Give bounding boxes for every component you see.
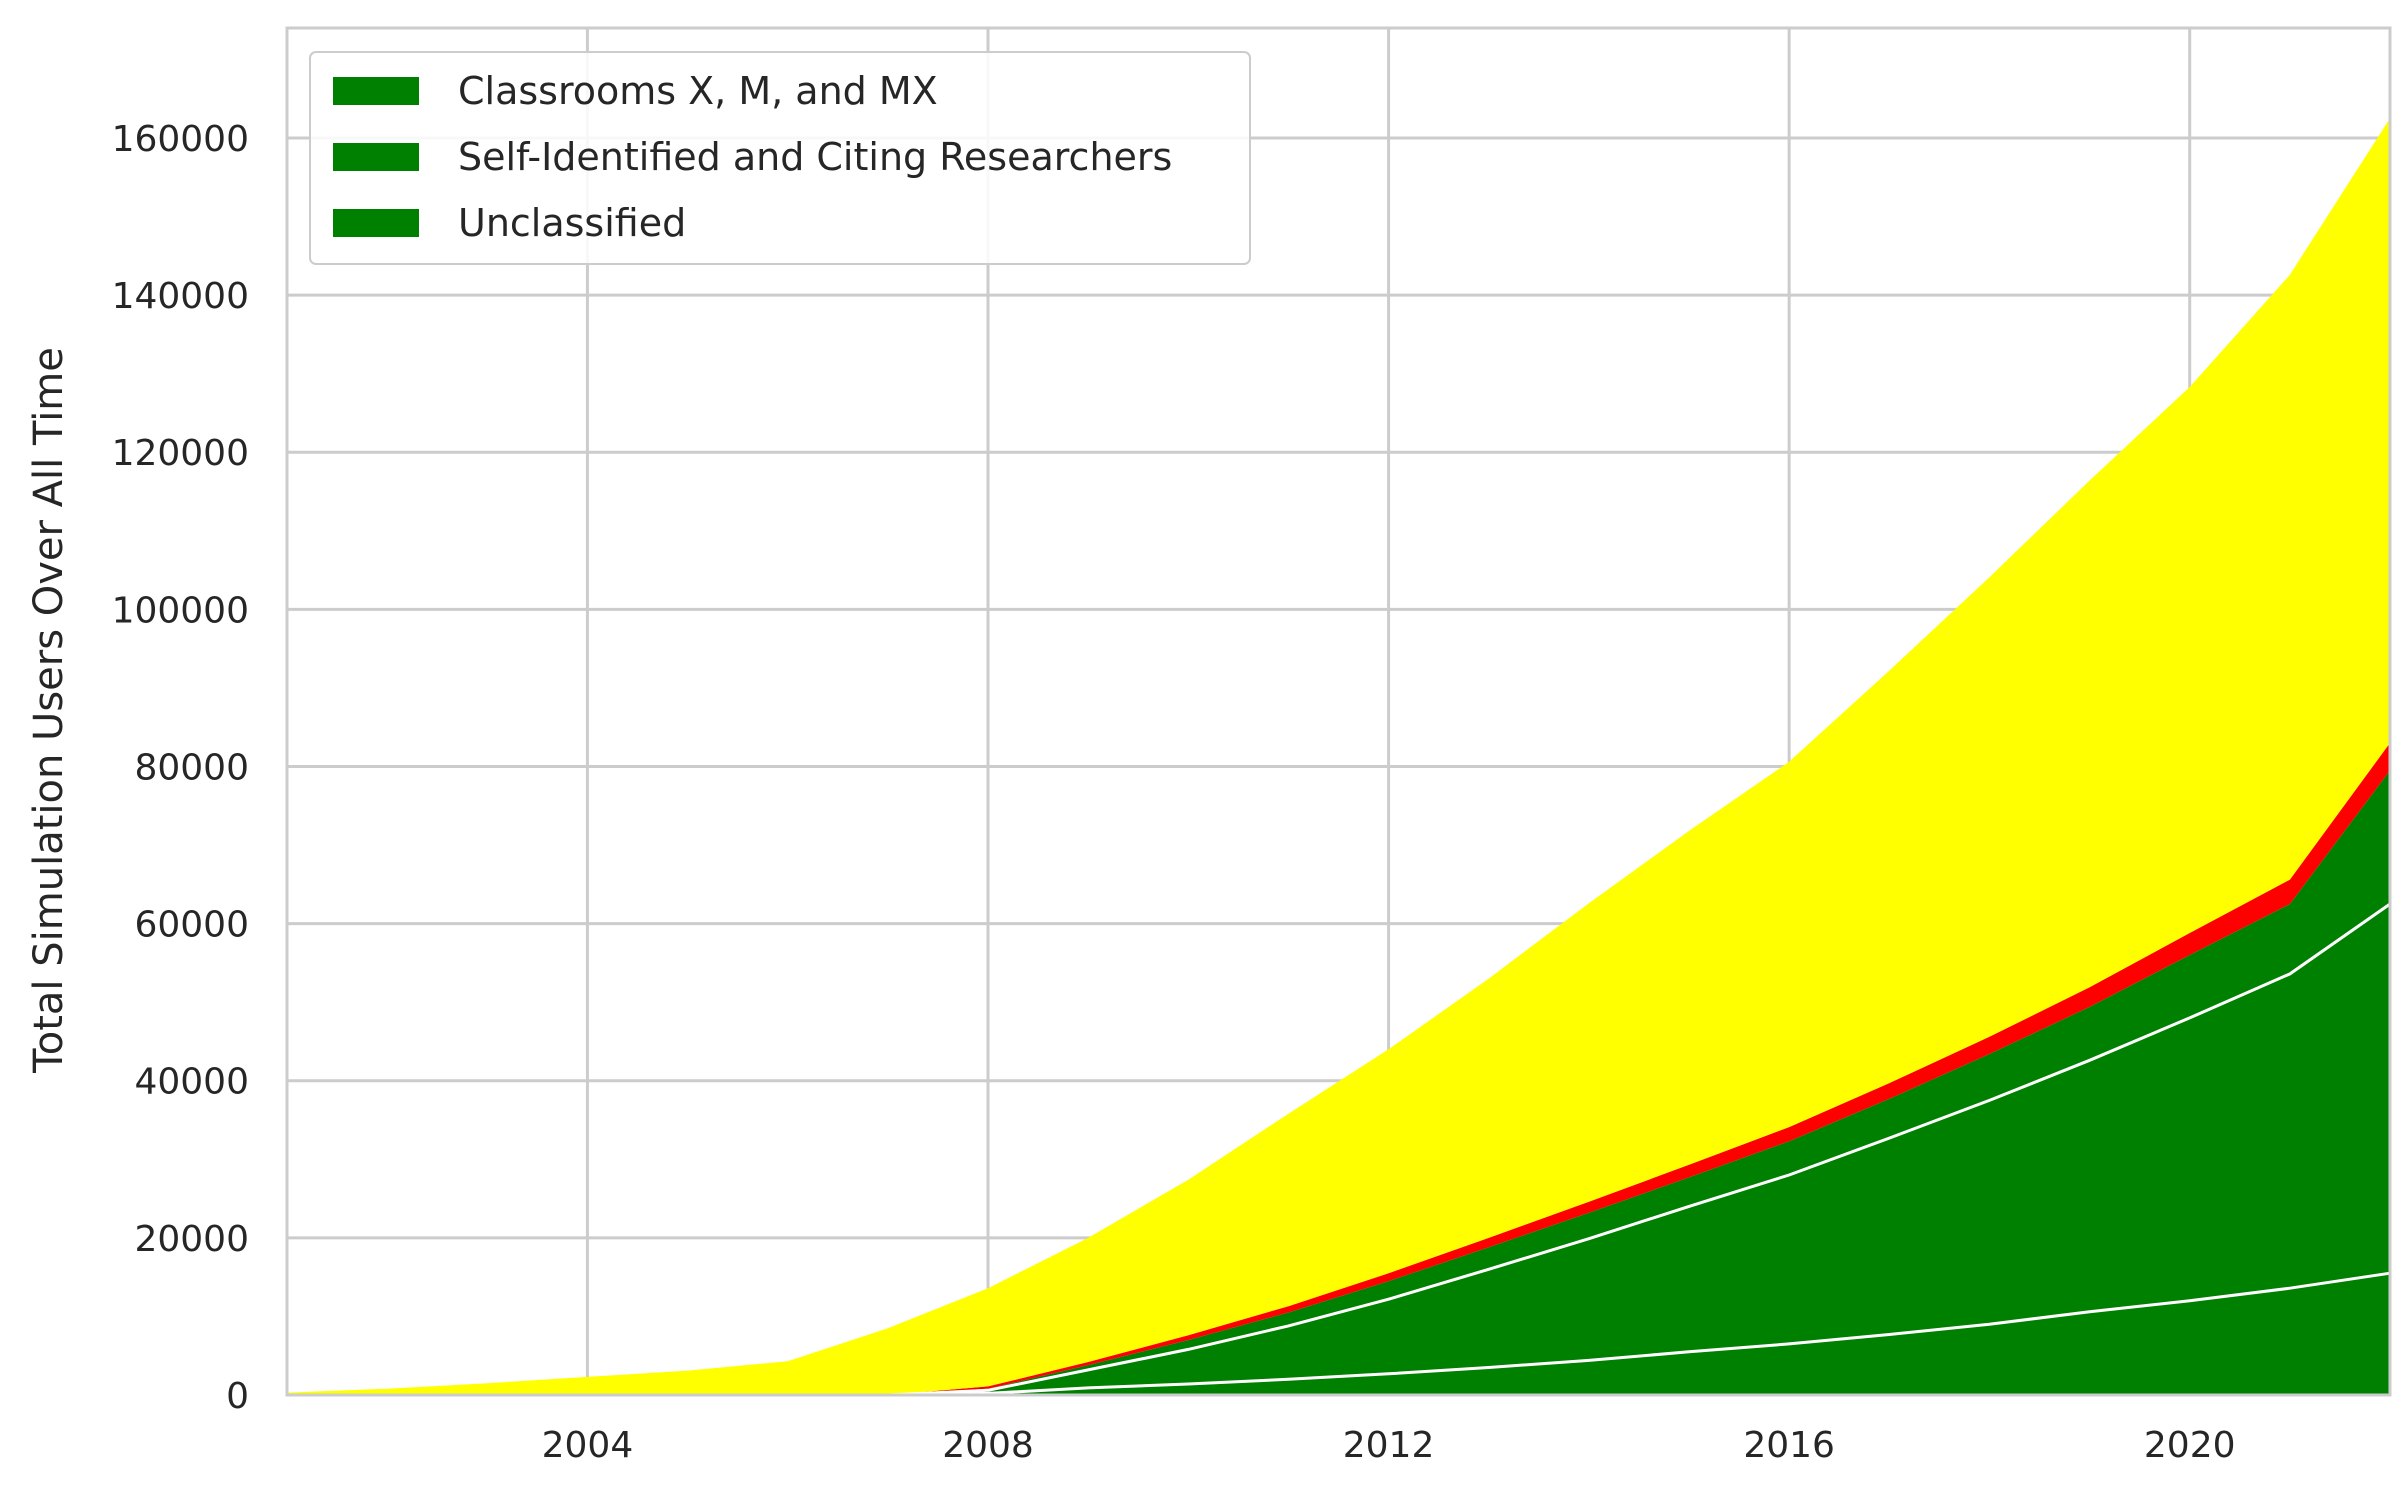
area-series-1 — [287, 904, 2390, 1395]
y-tick-label: 120000 — [112, 433, 249, 474]
x-tick-label: 2016 — [1743, 1425, 1835, 1466]
legend-swatch — [333, 209, 419, 237]
y-tick-label: 100000 — [112, 590, 249, 631]
x-tick-label: 2020 — [2144, 1425, 2236, 1466]
legend-swatch — [333, 143, 419, 171]
legend-label: Unclassified — [458, 201, 686, 245]
x-tick-label: 2012 — [1343, 1425, 1435, 1466]
legend-label: Classrooms X, M, and MX — [458, 69, 938, 113]
y-tick-label: 80000 — [134, 747, 249, 788]
x-axis-ticks: 2004 2008 2012 2016 2020 — [542, 1425, 2236, 1466]
y-tick-label: 140000 — [112, 276, 249, 317]
y-tick-label: 0 — [226, 1376, 249, 1417]
legend-swatch — [333, 77, 419, 105]
legend-box — [309, 51, 1251, 265]
area-series-0 — [287, 1273, 2390, 1395]
y-tick-label: 40000 — [134, 1062, 249, 1103]
stacked-areas — [287, 118, 2390, 1395]
y-axis-ticks: 0 20000 40000 60000 80000 100000 120000 140000 1… — [112, 119, 249, 1417]
x-tick-label: 2008 — [942, 1425, 1034, 1466]
y-axis-title-group: Total Simulation Users Over All Time — [26, 347, 72, 1074]
y-tick-label: 160000 — [112, 119, 249, 160]
y-tick-label: 20000 — [134, 1219, 249, 1260]
y-axis-title: Total Simulation Users Over All Time — [26, 347, 72, 1074]
area-series-4 — [287, 118, 2390, 1395]
area-series-2 — [287, 770, 2390, 1395]
plot-frame — [285, 26, 2392, 1397]
x-tick-label: 2004 — [542, 1425, 634, 1466]
y-tick-label: 60000 — [134, 905, 249, 946]
legend: Classrooms X, M, and MX Self-Identified a… — [309, 51, 1251, 265]
legend-label: Self-Identified and Citing Researchers — [458, 135, 1172, 179]
